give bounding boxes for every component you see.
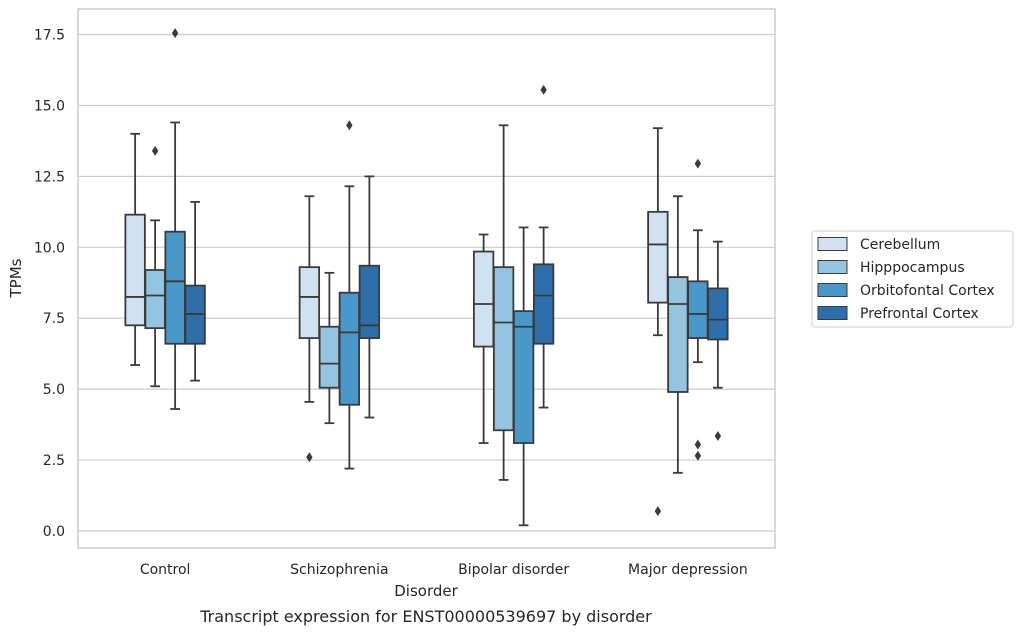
box-body [647, 210, 669, 304]
y-tick-label: 17.5 [34, 28, 65, 44]
box-body [707, 287, 729, 341]
box-prefrontal-cortex [532, 84, 555, 409]
y-tick-label: 10.0 [34, 240, 65, 256]
box-body [492, 266, 515, 432]
legend-swatch [817, 306, 848, 320]
legend-label: Cerebellum [860, 237, 940, 253]
box-body [472, 250, 495, 348]
legend-swatch [817, 260, 848, 274]
box-hipppocampus [144, 145, 166, 388]
y-tick-label: 0.0 [43, 524, 65, 540]
box-prefrontal-cortex [358, 175, 381, 419]
box-orbitofontal-cortex [338, 120, 361, 470]
box-body [144, 269, 166, 330]
y-tick-label: 5.0 [43, 382, 65, 398]
box-orbitofontal-cortex [512, 226, 535, 527]
legend-frame [811, 230, 1014, 328]
y-tick-label: 15.0 [34, 98, 65, 114]
outlier-point [714, 430, 722, 441]
outlier-point [654, 506, 662, 517]
box-cerebellum [124, 132, 146, 366]
y-tick-label: 12.5 [34, 169, 65, 185]
box-body [124, 213, 146, 327]
chart-caption: Transcript expression for ENST0000053969… [199, 607, 652, 626]
box-hipppocampus [318, 271, 341, 425]
box-body [358, 264, 381, 339]
x-tick-labels: Control Schizophrenia Bipolar disorder Majo… [140, 562, 748, 578]
y-axis-title: TPMs [7, 258, 25, 298]
box-body [318, 325, 341, 389]
legend: Cerebellum Hipppocampus Orbitofontal Corte… [811, 230, 1014, 328]
box-body [298, 266, 321, 339]
outlier-point [540, 84, 547, 95]
outlier-point [694, 158, 702, 169]
x-tick-label: Major depression [628, 562, 748, 578]
legend-items: Cerebellum Hipppocampus Orbitofontal Corte… [817, 237, 995, 322]
box-prefrontal-cortex [184, 201, 206, 382]
box-hipppocampus [667, 195, 689, 474]
box-hipppocampus [492, 124, 515, 481]
outlier-point [306, 452, 313, 463]
x-axis-title: Disorder [394, 582, 458, 600]
x-tick-label: Bipolar disorder [458, 562, 569, 578]
box-body [512, 310, 535, 444]
legend-swatch [817, 283, 848, 297]
box-prefrontal-cortex [707, 240, 729, 441]
y-tick-labels: 0.0 2.5 5.0 7.5 10.0 12.5 15.0 17.5 [34, 28, 65, 540]
box-layer [124, 28, 729, 527]
x-tick-label: Control [140, 562, 191, 578]
y-tick-label: 7.5 [43, 311, 65, 327]
box-body [687, 280, 709, 339]
x-tick-label: Schizophrenia [290, 562, 388, 578]
legend-label: Hipppocampus [860, 260, 965, 276]
outlier-point [694, 439, 702, 450]
legend-label: Prefrontal Cortex [860, 306, 979, 322]
box-orbitofontal-cortex [687, 158, 709, 461]
outlier-point [346, 120, 353, 131]
box-cerebellum [647, 127, 669, 517]
box-orbitofontal-cortex [164, 28, 186, 410]
legend-label: Orbitofontal Cortex [860, 283, 995, 299]
box-body [164, 230, 186, 345]
outlier-point [694, 450, 702, 461]
box-body [338, 291, 361, 406]
legend-swatch [817, 237, 848, 251]
box-body [667, 276, 689, 393]
y-tick-label: 2.5 [43, 453, 65, 469]
box-cerebellum [472, 233, 495, 444]
outlier-point [151, 145, 159, 156]
plot-frame [77, 8, 776, 549]
box-cerebellum [298, 195, 321, 463]
box-body [532, 263, 555, 345]
outlier-point [171, 28, 179, 39]
